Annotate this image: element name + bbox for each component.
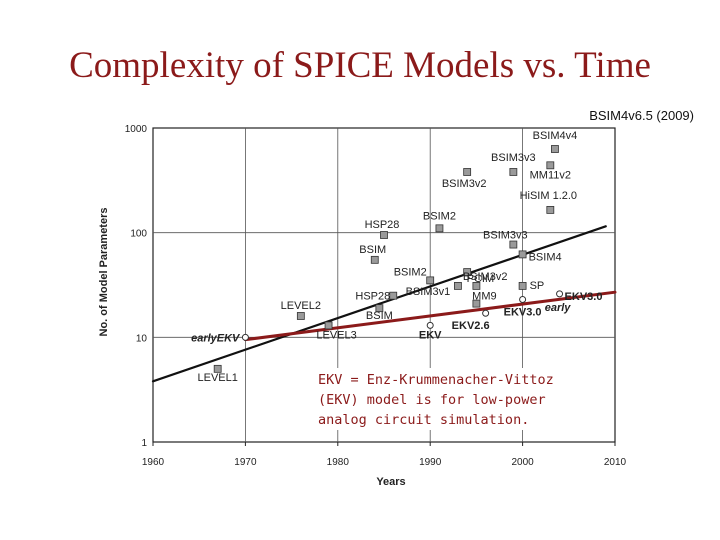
model-point-label: BSIM2 bbox=[423, 210, 456, 222]
model-point-marker bbox=[463, 268, 472, 276]
model-point-label: LEVEL2 bbox=[281, 300, 321, 312]
ekv-point-label: EKV2.6 bbox=[452, 320, 490, 332]
x-tick-label: 2000 bbox=[511, 457, 534, 468]
model-point-label: HSP28 bbox=[365, 219, 400, 231]
plot-frame bbox=[152, 127, 616, 443]
model-point-label: HiSIM 1.2.0 bbox=[520, 190, 577, 202]
model-point-marker bbox=[324, 321, 333, 330]
model-point-marker bbox=[375, 304, 384, 313]
ekv-point-marker bbox=[426, 321, 434, 329]
y-tick-label: 1 bbox=[141, 438, 147, 449]
model-point-marker bbox=[546, 161, 555, 170]
page-title: Complexity of SPICE Models vs. Time bbox=[69, 45, 651, 86]
trendlines bbox=[151, 225, 617, 383]
ekv-point-marker bbox=[482, 309, 490, 317]
point-labels: LEVEL1 LEVEL2 LEVEL3 BSIM HSP28 BSIM HSP28 BSIM… bbox=[191, 130, 602, 384]
model-point-marker bbox=[463, 168, 472, 176]
x-tick-label: 2010 bbox=[604, 457, 627, 468]
model-point-marker bbox=[389, 291, 398, 300]
model-point-label: BSIM3v1 bbox=[406, 286, 451, 298]
trendline-ekv bbox=[243, 290, 617, 342]
model-point-marker bbox=[426, 276, 435, 285]
model-point-label: MM11v2 bbox=[530, 169, 571, 181]
model-point-marker bbox=[518, 250, 527, 259]
data-points bbox=[213, 145, 564, 373]
ekv-point-marker bbox=[556, 290, 564, 298]
ticks: 1960 1970 1980 1990 2000 2010 1 10 100 1000 bbox=[125, 124, 627, 468]
model-point-label: BSIM3v3 bbox=[491, 152, 536, 164]
ekv-point-label: EKV3.0 bbox=[565, 291, 603, 303]
ekv-point-label: earlyEKV bbox=[191, 332, 241, 344]
x-tick-label: 1970 bbox=[234, 457, 257, 468]
model-point-label: MM9 bbox=[472, 291, 496, 303]
model-point-label: LEVEL1 bbox=[197, 372, 237, 384]
model-point-label: LEVEL3 bbox=[316, 329, 356, 341]
model-point-marker bbox=[435, 224, 444, 233]
ekv-point-marker bbox=[519, 295, 527, 303]
model-point-marker bbox=[472, 299, 481, 308]
model-point-marker bbox=[518, 282, 527, 290]
top-annotation: BSIM4v6.5 (2009) bbox=[589, 108, 694, 123]
y-axis-title: No. of Model Parameters bbox=[98, 208, 110, 337]
model-point-label: BSIM4 bbox=[529, 251, 562, 263]
x-tick-label: 1980 bbox=[327, 457, 350, 468]
ekv-point-label: early bbox=[545, 302, 572, 314]
x-tick-label: 1960 bbox=[142, 457, 165, 468]
x-axis-title: Years bbox=[376, 476, 405, 488]
model-point-marker bbox=[296, 312, 305, 320]
y-tick-label: 1000 bbox=[125, 124, 148, 135]
ekv-point-marker bbox=[241, 333, 249, 341]
model-point-label: SP bbox=[530, 280, 545, 292]
ekv-point-label: EKV bbox=[419, 329, 442, 341]
note-line-1: EKV = Enz-Krummenacher-Vittoz bbox=[318, 372, 554, 388]
model-point-label: HSP28 bbox=[355, 291, 390, 303]
model-point-marker bbox=[509, 240, 518, 249]
y-tick-label: 10 bbox=[136, 333, 148, 344]
model-point-label: BSIM2 bbox=[394, 266, 427, 278]
model-point-marker bbox=[509, 168, 518, 176]
model-point-label: BSIM bbox=[359, 244, 386, 256]
model-point-label: PCIM bbox=[467, 273, 495, 285]
model-point-label: BSIM3v2 bbox=[442, 178, 487, 190]
trendline-all-models bbox=[151, 225, 607, 383]
model-point-label: BSIM3v3 bbox=[483, 230, 528, 242]
y-tick-label: 100 bbox=[130, 229, 147, 240]
model-point-marker bbox=[213, 364, 222, 373]
model-point-marker bbox=[546, 206, 555, 214]
note-line-3: analog circuit simulation. bbox=[318, 412, 529, 428]
note-line-2: (EKV) model is for low-power bbox=[318, 392, 546, 408]
model-point-marker bbox=[380, 231, 388, 239]
model-point-marker bbox=[551, 145, 559, 153]
x-tick-label: 1990 bbox=[419, 457, 442, 468]
model-point-label: BSIM3v2 bbox=[463, 271, 508, 283]
model-point-label: BSIM bbox=[366, 310, 393, 322]
model-point-marker bbox=[454, 282, 462, 290]
model-point-marker bbox=[472, 282, 481, 290]
note-box bbox=[312, 368, 574, 430]
model-point-label: BSIM4v4 bbox=[533, 130, 578, 142]
ekv-point-label: EKV3.0 bbox=[504, 306, 542, 318]
model-point-marker bbox=[370, 255, 379, 264]
